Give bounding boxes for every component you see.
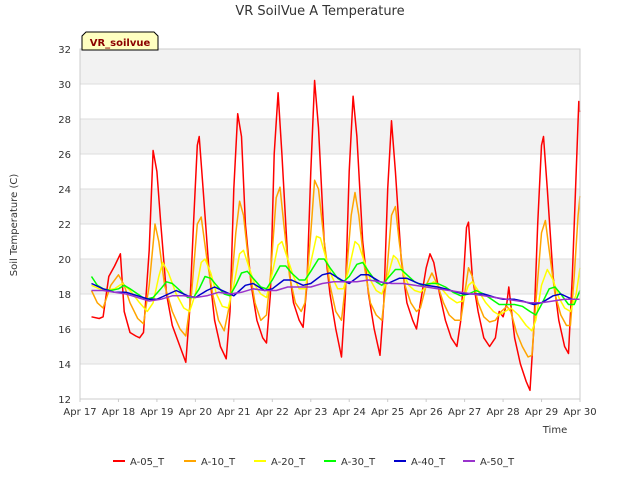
x-tick-label: Apr 17 bbox=[63, 407, 96, 418]
x-tick-label: Apr 28 bbox=[486, 407, 519, 418]
plot-band bbox=[80, 189, 580, 224]
x-tick-label: Apr 23 bbox=[294, 407, 327, 418]
y-tick-label: 22 bbox=[58, 220, 71, 231]
x-tick-label: Apr 20 bbox=[179, 407, 212, 418]
y-tick-label: 30 bbox=[58, 80, 71, 91]
plot-band bbox=[80, 364, 580, 399]
y-tick-label: 26 bbox=[58, 150, 71, 161]
badge-label: VR_soilvue bbox=[90, 38, 151, 49]
station-badge: VR_soilvue bbox=[81, 31, 159, 51]
y-tick-label: 14 bbox=[58, 360, 71, 371]
y-tick-label: 18 bbox=[58, 290, 71, 301]
legend-item-a-10-t: A-10_T bbox=[184, 457, 236, 468]
series-layer bbox=[90, 79, 581, 392]
plot-frame bbox=[79, 48, 581, 400]
x-tick-label: Apr 22 bbox=[256, 407, 289, 418]
legend-label: A-50_T bbox=[480, 457, 515, 468]
x-tick-label: Apr 18 bbox=[102, 407, 135, 418]
chart-title: VR SoilVue A Temperature bbox=[235, 4, 404, 19]
plot-band bbox=[80, 84, 580, 119]
series-line-a-30-t bbox=[90, 258, 581, 316]
y-tick-label: 16 bbox=[58, 325, 71, 336]
badge-background bbox=[81, 31, 159, 51]
legend-label: A-05_T bbox=[130, 457, 165, 468]
x-tick-label: Apr 30 bbox=[563, 407, 596, 418]
x-tick-label: Apr 26 bbox=[410, 407, 443, 418]
y-tick-label: 28 bbox=[58, 115, 71, 126]
plot-band bbox=[80, 154, 580, 189]
y-tick-label: 20 bbox=[58, 255, 71, 266]
legend-item-a-40-t: A-40_T bbox=[394, 457, 446, 468]
plot-band bbox=[80, 119, 580, 154]
legend-label: A-40_T bbox=[411, 457, 446, 468]
y-axis-ticks: 12 14 16 18 20 22 24 26 28 30 32 bbox=[58, 45, 71, 406]
legend-item-a-30-t: A-30_T bbox=[324, 457, 376, 468]
legend-item-a-20-t: A-20_T bbox=[254, 457, 306, 468]
x-axis-ticks: Apr 17 Apr 18 Apr 19 Apr 20 Apr 21 Apr 22 Apr … bbox=[63, 399, 597, 418]
legend-label: A-30_T bbox=[341, 457, 376, 468]
x-tick-label: Apr 25 bbox=[371, 407, 404, 418]
series-line-a-20-t bbox=[91, 235, 581, 332]
plot-band bbox=[80, 329, 580, 364]
y-tick-label: 24 bbox=[58, 185, 71, 196]
series-line-a-05-t bbox=[91, 79, 581, 392]
x-tick-label: Apr 21 bbox=[217, 407, 250, 418]
legend-label: A-20_T bbox=[271, 457, 306, 468]
x-tick-label: Apr 27 bbox=[448, 407, 481, 418]
legend: A-05_T A-10_T A-20_T A-30_T A-40_T A-50_T bbox=[113, 457, 515, 468]
x-tick-label: Apr 19 bbox=[140, 407, 173, 418]
plot-band bbox=[80, 49, 580, 84]
y-tick-label: 12 bbox=[58, 395, 71, 406]
y-tick-label: 32 bbox=[58, 45, 71, 56]
legend-item-a-05-t: A-05_T bbox=[113, 457, 165, 468]
legend-label: A-10_T bbox=[201, 457, 236, 468]
legend-item-a-50-t: A-50_T bbox=[463, 457, 515, 468]
y-axis-label: Soil Temperature (C) bbox=[9, 174, 20, 277]
plot-band bbox=[80, 294, 580, 329]
x-axis-label: Time bbox=[542, 425, 567, 436]
series-line-a-50-t bbox=[91, 279, 580, 304]
plot-background bbox=[80, 49, 580, 399]
x-tick-label: Apr 29 bbox=[525, 407, 558, 418]
x-tick-label: Apr 24 bbox=[333, 407, 366, 418]
